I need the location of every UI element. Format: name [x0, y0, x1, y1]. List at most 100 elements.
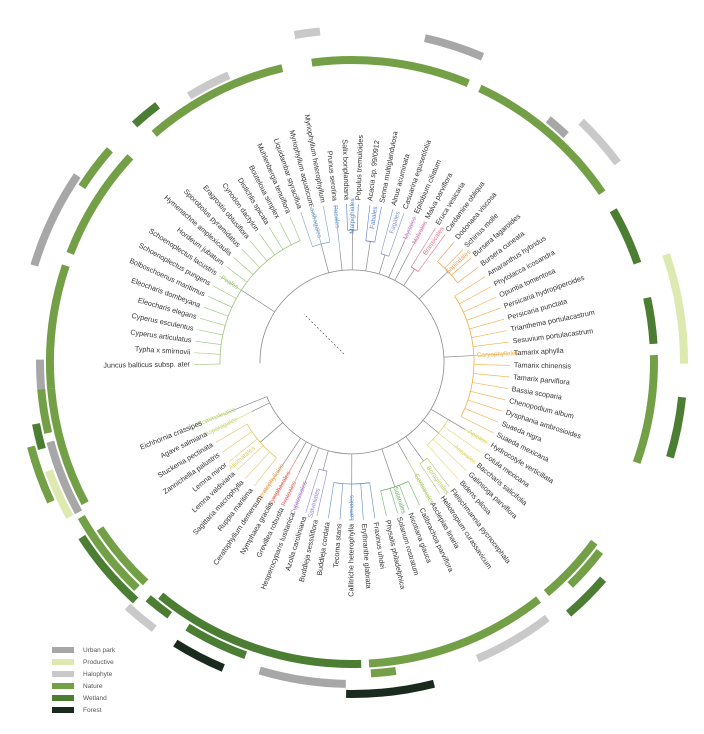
tip-branch	[427, 444, 459, 480]
order-arc	[437, 261, 458, 283]
tip-branch	[273, 459, 297, 500]
habitat-segment	[424, 34, 485, 61]
habitat-segment	[187, 71, 231, 100]
tip-branch	[205, 411, 230, 422]
habitat-segment	[30, 173, 81, 267]
tip-branch	[365, 204, 371, 241]
habitat-segment	[346, 679, 435, 698]
tip-branch	[215, 423, 248, 443]
species-label: Tecoma stans	[331, 523, 343, 568]
tip-branch	[470, 391, 506, 401]
species-label: Juncus balticus subsp. ater	[103, 359, 190, 369]
legend-label: Halophyte	[83, 670, 113, 678]
tip-branch	[323, 206, 331, 243]
order-label: Rosales	[331, 205, 340, 229]
habitat-segment	[185, 623, 248, 660]
habitat-segment	[478, 84, 606, 196]
habitat-segment	[66, 154, 134, 255]
legend-swatch	[52, 659, 74, 665]
order-stem	[403, 268, 415, 286]
habitat-segment	[567, 548, 604, 588]
species-label: Typha x smirnovii	[135, 344, 191, 356]
tip-branch	[369, 482, 376, 519]
order-label: Poales	[219, 274, 239, 291]
tip-branch	[194, 352, 221, 355]
tip-branch	[473, 373, 510, 378]
order-stem	[259, 422, 283, 443]
legend: Urban park Productive Halophyte Nature W…	[52, 644, 172, 716]
habitat-segment	[311, 56, 470, 87]
habitat-segment	[32, 423, 46, 450]
legend-item-nature: Nature	[52, 680, 172, 692]
legend-item-urban-park: Urban park	[52, 644, 172, 656]
tip-branch	[380, 490, 387, 517]
tip-branch	[389, 488, 398, 514]
tip-branch	[289, 216, 301, 241]
tip-branch	[311, 209, 322, 245]
habitat-segment	[35, 359, 46, 390]
tip-branch	[200, 318, 226, 326]
tip-branch	[399, 485, 410, 510]
tip-branch	[253, 457, 277, 487]
habitat-segment	[666, 396, 687, 459]
tip-branch	[464, 408, 499, 423]
order-stem	[299, 444, 313, 473]
tip-branch	[426, 457, 450, 487]
habitat-segment	[173, 639, 225, 672]
habitat-segment	[662, 253, 689, 364]
tip-branch	[471, 330, 507, 338]
order-label: Fabales	[369, 206, 379, 230]
order-arc	[410, 266, 419, 272]
tip-branch	[473, 364, 510, 366]
tip-branch	[222, 431, 253, 453]
habitat-segment	[45, 469, 74, 519]
legend-swatch	[52, 683, 74, 689]
order-label: Saxifragales	[307, 203, 323, 239]
tip-branch	[374, 206, 382, 243]
order-stem	[397, 441, 408, 460]
tip-branch	[406, 459, 431, 500]
order-stem	[418, 271, 449, 300]
legend-label: Productive	[83, 658, 114, 666]
tip-branch	[472, 382, 508, 389]
order-arc	[312, 241, 330, 247]
habitat-segment	[368, 596, 541, 668]
habitat-segment	[131, 102, 161, 128]
order-stem	[320, 243, 330, 274]
tip-branch	[360, 483, 364, 520]
habitat-segment	[151, 64, 284, 137]
order-stem	[339, 250, 343, 271]
legend-item-forest: Forest	[52, 704, 172, 716]
habitat-segment	[632, 355, 658, 464]
habitat-segment	[78, 534, 139, 604]
habitat-segment	[475, 614, 550, 663]
tip-branch	[210, 411, 252, 433]
order-arc	[333, 482, 370, 485]
tip-branch	[305, 468, 320, 514]
tip-branch	[300, 212, 313, 247]
tip-branch	[473, 353, 510, 356]
tip-branch	[339, 483, 344, 520]
order-stem	[229, 396, 267, 413]
order-label: Alismatales	[228, 445, 257, 472]
legend-label: Nature	[83, 682, 103, 690]
tip-branch	[465, 429, 488, 444]
tip-branch	[451, 257, 472, 276]
tip-branch	[203, 306, 229, 317]
habitat-segment	[124, 603, 157, 632]
tree-branches	[194, 204, 510, 521]
order-stem	[241, 289, 276, 313]
tip-branch	[316, 471, 328, 517]
legend-item-wetland: Wetland	[52, 692, 172, 704]
tip-branch	[438, 432, 475, 463]
order-stem	[443, 355, 474, 358]
tip-branch	[250, 240, 268, 262]
legend-item-halophyte: Halophyte	[52, 668, 172, 680]
tip-branch	[417, 234, 446, 272]
habitat-rings	[27, 27, 689, 698]
order-stem	[296, 441, 307, 460]
tip-branch	[410, 227, 436, 268]
habitat-segment	[565, 576, 607, 617]
habitat-segment	[545, 116, 569, 139]
